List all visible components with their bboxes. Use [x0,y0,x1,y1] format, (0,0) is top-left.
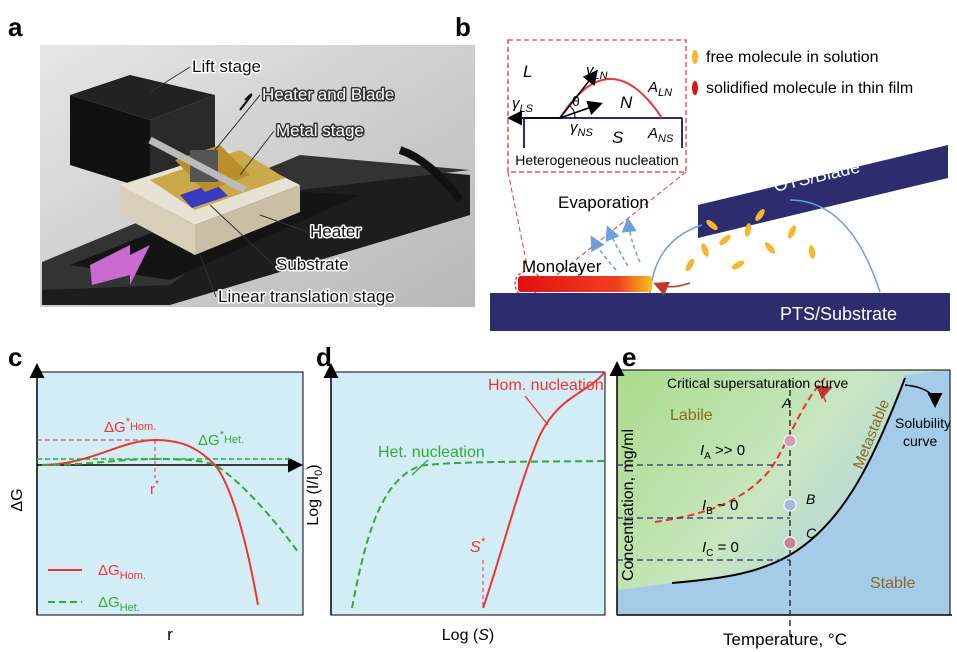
annotation: Het. nucleation [378,444,485,461]
label-part: = 0 [713,539,738,556]
superscript: * [481,536,486,548]
inset-label: γLN [586,62,608,82]
annotation: Solubility [895,415,951,431]
symbol: A [647,125,658,142]
legend-swatch [692,50,698,64]
monolayer-label: Monolayer [522,257,602,276]
figure: a b c d e Lift stage Heater and Blade Me… [0,0,957,652]
point-label: A [781,395,791,411]
y-axis-label: Log (I/I0) [305,464,325,525]
subscript: Het. [224,434,244,446]
inset-label: ALN [647,79,672,99]
label-part: >> 0 [711,442,745,459]
subscript: NS [578,127,594,139]
evaporation-label: Evaporation [558,193,649,212]
annotation: Hom. nucleation [488,377,604,394]
panel-label: d [316,342,332,372]
legend-label: solidified molecule in thin film [706,80,913,97]
subscript: Het. [120,602,140,614]
subscript: LN [658,87,672,99]
subscript: LN [594,70,608,82]
panel-label: e [622,342,636,372]
point-label: B [806,491,815,507]
y-axis-label: ΔG [9,488,26,511]
subscript: C [706,548,713,559]
symbol: ΔG [98,562,120,579]
subscript: LS [520,103,534,115]
symbol: S [470,539,481,556]
panel-label: a [8,12,23,42]
plot-area [37,372,303,615]
symbol: A [647,79,658,96]
region-label: Labile [670,407,713,424]
x-axis-label: r [167,625,173,644]
apparatus-photo [40,45,475,307]
callout: Heater and Blade [262,85,394,104]
inset-label: N [620,93,633,112]
callout: Metal stage [276,121,364,140]
label-part: S [478,627,489,644]
annotation: Critical supersaturation curve [667,375,849,391]
subscript: Hom. [120,570,146,582]
legend-swatch [692,81,698,95]
substrate-label: PTS/Substrate [780,304,897,324]
inset-label: γLS [512,95,534,115]
inset-label: θ [572,93,580,109]
inset-label: γNS [570,119,593,139]
symbol: ΔG [98,594,120,611]
legend-label: free molecule in solution [706,49,879,66]
x-axis-label: Log (S) [442,627,494,644]
plot-area [331,372,605,615]
inset-label: S [612,128,624,147]
callout: Lift stage [192,57,261,76]
label-part: ~ 0 [713,497,738,514]
inset-label: ANS [647,125,674,145]
panel-label: c [8,342,22,372]
y-axis-label: Concentration, mg/ml [620,429,637,581]
panel-label: b [455,12,471,42]
point-label: C [806,525,817,541]
symbol: ΔG [104,419,126,436]
symbol: ΔG [198,432,220,449]
callout: Substrate [276,255,349,274]
callout: Linear translation stage [218,287,395,306]
annotation: curve [903,433,937,449]
label-part: Log (I/I [305,476,322,526]
label-part: ) [489,627,494,644]
subscript: NS [658,133,674,145]
subscript: Hom. [130,421,156,433]
callout: Heater [310,222,361,241]
region-label: Stable [870,575,915,592]
label-part: Log ( [442,627,479,644]
inset-label: L [523,62,532,81]
label-part: ) [305,464,322,469]
x-axis-label: Temperature, °C [723,630,847,649]
inset-caption: Heterogeneous nucleation [515,152,678,168]
superscript: * [155,479,159,490]
